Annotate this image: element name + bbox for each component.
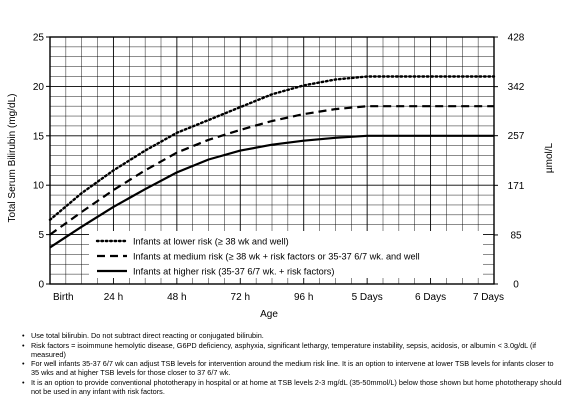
- footnotes: • Use total bilirubin. Do not subtract di…: [22, 331, 562, 396]
- y-tick-label: 15: [33, 131, 45, 142]
- bullet: •: [22, 377, 25, 387]
- x-tick-label: Birth: [53, 292, 74, 303]
- footnote: • Risk factors = isoimmune hemolytic dise…: [22, 341, 562, 359]
- x-tick-label: 5 Days: [352, 292, 383, 303]
- bullet: •: [22, 340, 25, 350]
- y2-tick-label: 0: [513, 280, 519, 291]
- y2-tick-label: 171: [508, 181, 525, 192]
- legend-background: [89, 231, 483, 278]
- x-tick-label: 96 h: [294, 292, 313, 303]
- legend-label: Infants at medium risk (≥ 38 wk + risk f…: [133, 252, 420, 262]
- plot-frame: [49, 36, 495, 285]
- x-axis-ticks: Birth 24 h 48 h 72 h 96 h 5 Days 6 Days 7 Days: [53, 292, 504, 303]
- series-lines: [48, 75, 496, 249]
- y-tick-label: 5: [38, 230, 44, 241]
- footnote-text: For well infants 35-37 6/7 wk can adjust…: [31, 359, 554, 377]
- bullet: •: [22, 331, 25, 340]
- y-tick-label: 25: [33, 33, 45, 44]
- y2-tick-label: 342: [508, 82, 525, 93]
- legend-label: Infants at lower risk (≥ 38 wk and well): [133, 237, 289, 247]
- series-line-solid: [49, 134, 494, 249]
- bullet: •: [22, 359, 25, 368]
- footnote-text: Risk factors = isoimmune hemolytic disea…: [31, 340, 537, 359]
- footnote: • It is an option to provide conventional…: [22, 378, 562, 396]
- legend-label: Infants at higher risk (35-37 6/7 wk. + …: [133, 267, 334, 277]
- y-tick-label: 10: [33, 181, 45, 192]
- y2-tick-label: 257: [508, 131, 525, 142]
- x-tick-label: 48 h: [167, 292, 186, 303]
- x-tick-label: 72 h: [231, 292, 250, 303]
- x-axis-label: Age: [260, 309, 278, 320]
- y-axis-ticks: 0 5 10 15 20 25: [33, 33, 50, 291]
- y2-axis-ticks: 0 85 171 257 342 428: [494, 33, 525, 291]
- y2-tick-label: 428: [508, 33, 525, 44]
- y-tick-label: 20: [33, 82, 45, 93]
- series-line-dotted: [48, 75, 496, 222]
- footnote: • Use total bilirubin. Do not subtract di…: [22, 331, 562, 340]
- footnote: • For well infants 35-37 6/7 wk can adjus…: [22, 359, 562, 377]
- legend: Infants at lower risk (≥ 38 wk and well)…: [89, 231, 483, 278]
- y-tick-label: 0: [38, 280, 44, 291]
- footnote-text: It is an option to provide conventional …: [31, 377, 562, 396]
- phototherapy-chart: 0 5 10 15 20 25 0 85 171 257 342 428 Birth 24 h 48 h…: [7, 33, 555, 321]
- plot-border: [49, 36, 495, 285]
- y2-tick-label: 85: [510, 230, 522, 241]
- x-tick-label: 6 Days: [415, 292, 446, 303]
- y-axis-label: Total Serum Bilirubin (mg/dL): [7, 94, 18, 223]
- y2-axis-label: µmol/L: [544, 142, 555, 173]
- footnote-text: Use total bilirubin. Do not subtract dir…: [31, 331, 264, 340]
- x-tick-label: 24 h: [104, 292, 123, 303]
- x-tick-label: 7 Days: [473, 292, 504, 303]
